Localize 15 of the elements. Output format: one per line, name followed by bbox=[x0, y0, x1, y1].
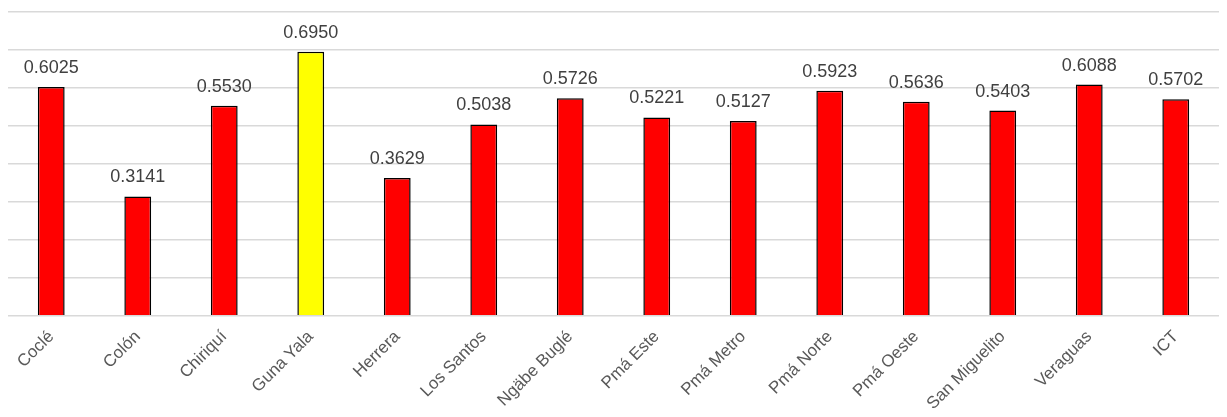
data-label: 0.5923 bbox=[802, 60, 858, 81]
data-label: 0.6950 bbox=[283, 21, 339, 42]
data-label: 0.5636 bbox=[888, 71, 944, 92]
data-label: 0.5403 bbox=[975, 80, 1031, 101]
data-label: 0.5221 bbox=[629, 87, 685, 108]
data-label: 0.5726 bbox=[542, 68, 598, 89]
data-label: 0.5038 bbox=[456, 94, 512, 115]
data-label: 0.3629 bbox=[369, 147, 425, 168]
data-label: 0.6088 bbox=[1061, 54, 1117, 75]
data-label: 0.3141 bbox=[110, 166, 166, 187]
data-label: 0.6025 bbox=[23, 56, 79, 77]
data-label: 0.5530 bbox=[196, 75, 252, 96]
x-tick-label: ICT bbox=[1149, 326, 1182, 360]
data-label: 0.5702 bbox=[1148, 69, 1204, 90]
data-label: 0.5127 bbox=[715, 91, 771, 112]
